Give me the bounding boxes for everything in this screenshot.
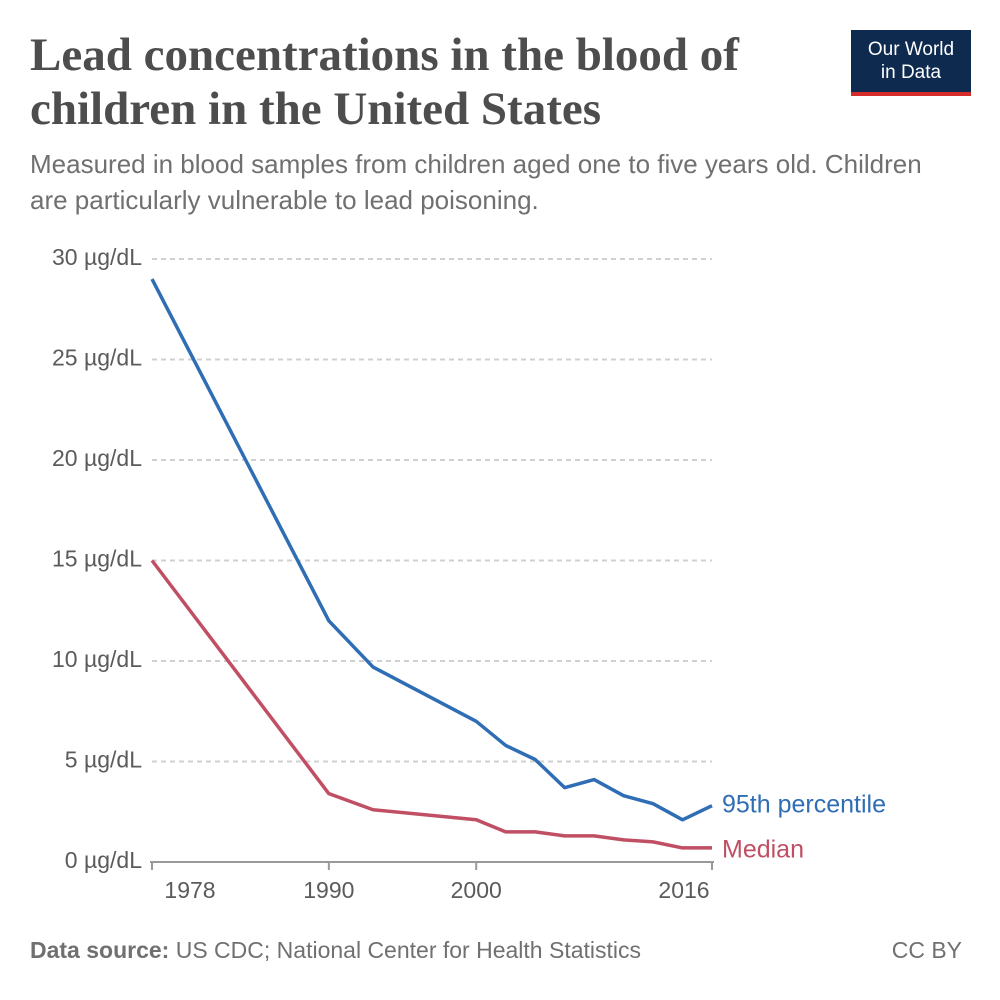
x-tick-label: 2016 bbox=[658, 877, 709, 903]
y-tick-label: 0 µg/dL bbox=[65, 847, 142, 873]
series-label: 95th percentile bbox=[722, 790, 886, 818]
x-tick-label: 2000 bbox=[451, 877, 502, 903]
y-tick-label: 20 µg/dL bbox=[52, 445, 142, 471]
y-tick-label: 10 µg/dL bbox=[52, 646, 142, 672]
logo: Our World in Data bbox=[851, 30, 971, 96]
series-label: Median bbox=[722, 836, 804, 864]
series-line bbox=[150, 559, 712, 850]
x-tick-label: 1978 bbox=[164, 877, 215, 903]
y-tick-label: 25 µg/dL bbox=[52, 345, 142, 371]
logo-text: Our World bbox=[867, 39, 955, 60]
license: CC BY bbox=[892, 937, 962, 963]
source-label: Data source: bbox=[30, 937, 169, 963]
chart-title: Lead concentrations in the blood of chil… bbox=[30, 29, 739, 135]
chart-subtitle: Measured in blood samples from children … bbox=[30, 149, 922, 215]
footer: Data source: US CDC; National Center for… bbox=[30, 937, 641, 963]
logo-text: in Data bbox=[880, 62, 942, 83]
series-line bbox=[150, 278, 713, 822]
source: US CDC; National Center for Health Stati… bbox=[176, 937, 641, 963]
y-tick-label: 30 µg/dL bbox=[52, 244, 142, 270]
y-tick-label: 5 µg/dL bbox=[65, 747, 142, 773]
y-tick-label: 15 µg/dL bbox=[52, 546, 142, 572]
x-tick-label: 1990 bbox=[303, 877, 354, 903]
